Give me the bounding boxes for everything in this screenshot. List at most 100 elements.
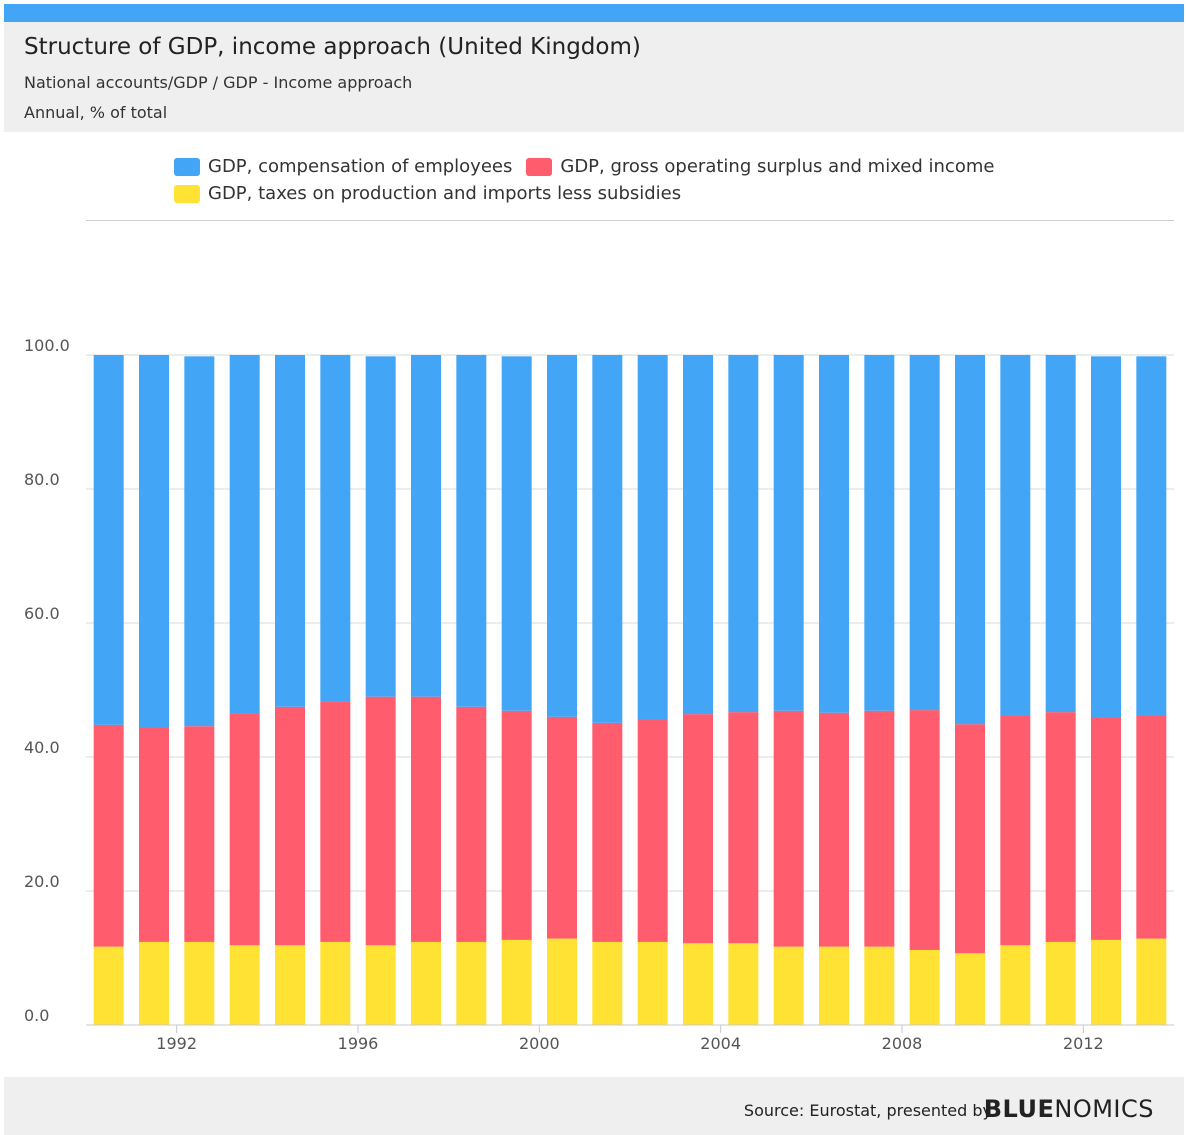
- bar-segment: [683, 355, 713, 715]
- bar-segment: [1045, 941, 1076, 1025]
- y-tick-label: 60.0: [24, 604, 60, 623]
- bar-segment: [275, 355, 305, 707]
- bar-segment: [1136, 715, 1167, 939]
- x-tick-label: 2004: [700, 1034, 741, 1053]
- chart-subtitle: National accounts/GDP / GDP - Income app…: [24, 73, 413, 92]
- x-tick-label: 2012: [1063, 1034, 1104, 1053]
- bar-segment: [93, 724, 124, 947]
- y-tick-label: 40.0: [24, 738, 60, 757]
- x-tick-label: 1992: [156, 1034, 197, 1053]
- bar-segment: [320, 355, 351, 702]
- bar-segment: [501, 939, 532, 1025]
- bar-segment: [365, 945, 396, 1025]
- bar-segment: [365, 356, 396, 697]
- bar-segment: [139, 727, 169, 942]
- legend-item-taxes[interactable]: GDP, taxes on production and imports les…: [174, 183, 681, 204]
- bar-segment: [456, 941, 487, 1025]
- bar-segment: [320, 701, 351, 942]
- bar-segment: [728, 943, 759, 1025]
- bluenomics-logo[interactable]: BLUENOMICS: [983, 1095, 1154, 1123]
- bar-segment: [93, 946, 124, 1025]
- bar-segment: [547, 716, 577, 939]
- bar-segment: [864, 355, 895, 711]
- legend-swatch-taxes: [174, 184, 200, 203]
- bar-segment: [637, 719, 668, 942]
- chart-header: Structure of GDP, income approach (Unite…: [4, 22, 1184, 132]
- bar-segment: [728, 355, 759, 713]
- bar-segment: [955, 953, 985, 1025]
- bar-segment: [819, 946, 849, 1025]
- legend-label-surplus: GDP, gross operating surplus and mixed i…: [560, 156, 995, 177]
- bar-segment: [275, 945, 305, 1025]
- accent-bar: [4, 4, 1184, 22]
- bar-segment: [1045, 712, 1076, 942]
- bar-segment: [909, 710, 940, 950]
- bar-segment: [184, 726, 215, 942]
- bar-segment: [1000, 355, 1031, 716]
- bar-segment: [1091, 939, 1121, 1025]
- x-tick-label: 1996: [338, 1034, 379, 1053]
- source-label: Source: Eurostat, presented by: [743, 1101, 992, 1120]
- bar-segment: [1136, 356, 1167, 716]
- legend-label-compensation: GDP, compensation of employees: [208, 156, 513, 177]
- bar-segment: [637, 355, 668, 720]
- bar-segment: [819, 712, 849, 947]
- bar-segment: [501, 356, 532, 711]
- bar-segment: [773, 355, 804, 711]
- y-tick-label: 100.0: [24, 336, 70, 355]
- legend-swatch-compensation: [174, 157, 200, 176]
- chart-unit: Annual, % of total: [24, 103, 168, 122]
- legend-item-surplus[interactable]: GDP, gross operating surplus and mixed i…: [526, 156, 994, 177]
- legend-swatch-surplus: [526, 157, 553, 176]
- bar-segment: [1136, 938, 1167, 1025]
- bar-segment: [501, 710, 532, 940]
- legend-label-taxes: GDP, taxes on production and imports les…: [208, 183, 682, 204]
- x-tick-label: 2000: [519, 1034, 560, 1053]
- y-tick-label: 0.0: [24, 1006, 49, 1025]
- y-tick-label: 20.0: [24, 872, 60, 891]
- chart-title: Structure of GDP, income approach (Unite…: [24, 34, 641, 60]
- bar-segment: [1000, 945, 1031, 1025]
- bar-segment: [864, 710, 895, 947]
- bar-segment: [819, 355, 849, 713]
- bar-segment: [411, 941, 441, 1025]
- legend-item-compensation[interactable]: GDP, compensation of employees: [174, 156, 512, 177]
- bar-segment: [275, 706, 305, 946]
- bar-segment: [637, 941, 668, 1025]
- bar-segment: [909, 949, 940, 1025]
- bar-segment: [592, 355, 623, 723]
- bar-segment: [456, 706, 487, 942]
- bar-segment: [909, 355, 940, 711]
- bar-segment: [411, 696, 441, 942]
- bar-segment: [864, 946, 895, 1025]
- bar-segment: [139, 355, 169, 728]
- bar-segment: [1045, 355, 1076, 713]
- bar-segment: [365, 696, 396, 946]
- bar-segment: [955, 355, 985, 725]
- bar-segment: [592, 941, 623, 1025]
- y-tick-label: 80.0: [24, 470, 60, 489]
- bar-segment: [547, 938, 577, 1025]
- legend-divider: [86, 220, 1174, 221]
- bar-segment: [683, 943, 713, 1025]
- bar-segment: [955, 724, 985, 954]
- bar-segment: [592, 722, 623, 942]
- bar-segment: [229, 713, 260, 946]
- footer: Source: Eurostat, presented by BLUENOMIC…: [4, 1077, 1184, 1135]
- bar-segment: [773, 946, 804, 1025]
- legend: GDP, compensation of employees GDP, gros…: [174, 153, 1074, 207]
- bar-segment: [139, 941, 169, 1025]
- bar-segment: [1091, 356, 1121, 718]
- x-tick-label: 2008: [882, 1034, 923, 1053]
- bar-segment: [184, 356, 215, 727]
- bar-segment: [547, 355, 577, 717]
- bar-segment: [773, 710, 804, 947]
- bar-segment: [683, 714, 713, 944]
- bar-segment: [728, 712, 759, 944]
- bar-segment: [411, 355, 441, 697]
- bar-segment: [184, 941, 215, 1025]
- bar-segment: [320, 941, 351, 1025]
- bar-segment: [93, 355, 124, 725]
- bar-segment: [1091, 717, 1121, 940]
- stacked-bar-chart: 0.0 20.0 40.0 60.0 80.0 100.0 1992 1996 2000 2004…: [24, 336, 1174, 1053]
